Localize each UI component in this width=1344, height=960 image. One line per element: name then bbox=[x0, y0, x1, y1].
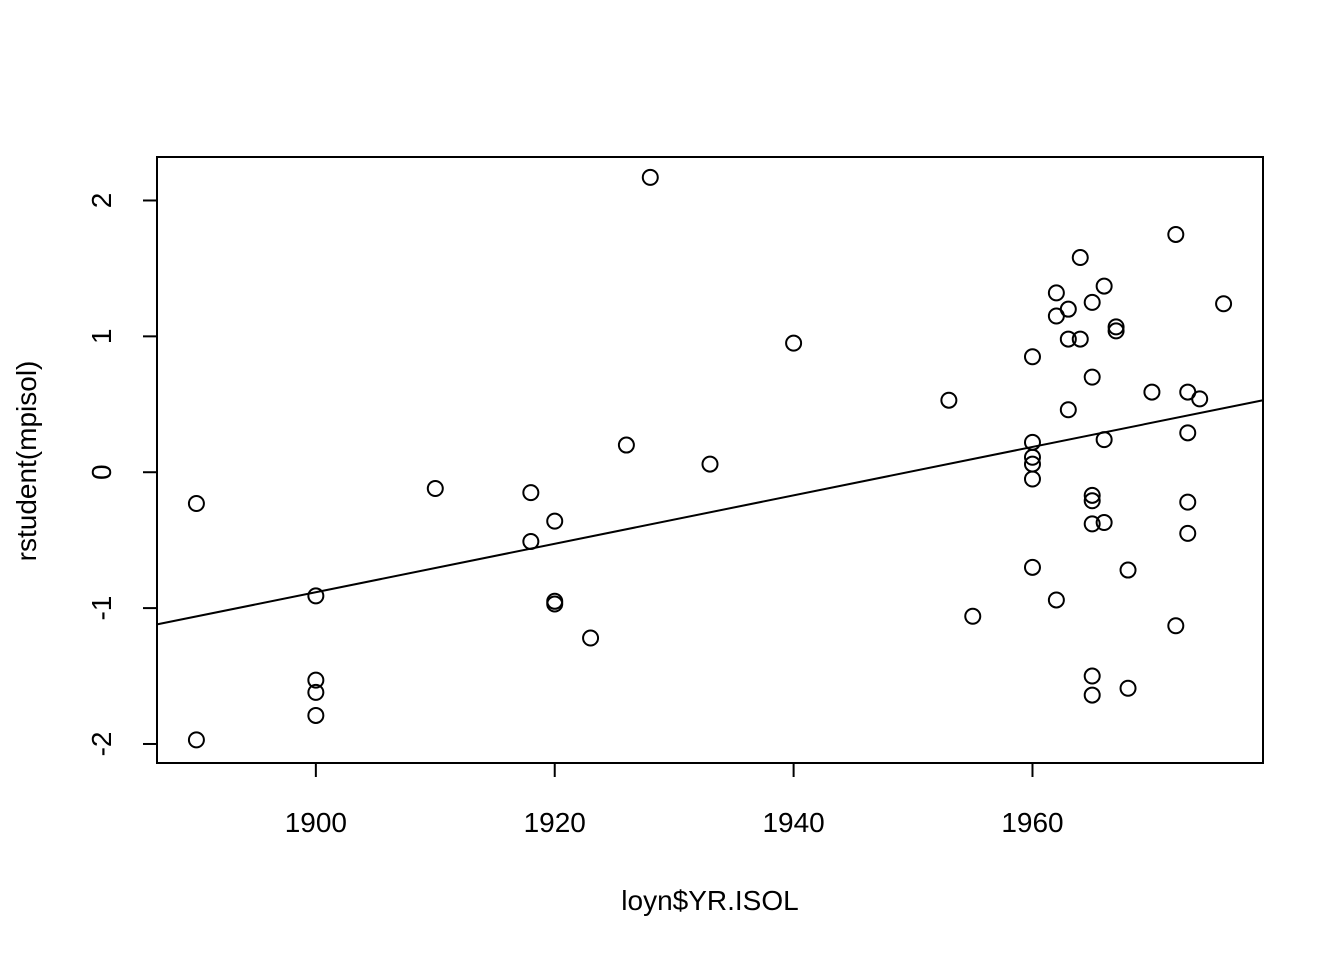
data-point bbox=[1095, 514, 1113, 532]
data-point bbox=[1095, 277, 1113, 295]
data-point bbox=[1179, 524, 1197, 542]
data-point bbox=[1191, 390, 1209, 408]
data-point bbox=[1059, 330, 1077, 348]
x-tick-label: 1940 bbox=[762, 807, 824, 838]
y-tick-label: 1 bbox=[86, 329, 117, 345]
points-layer bbox=[187, 168, 1233, 749]
data-point bbox=[187, 731, 205, 749]
y-tick-label: -1 bbox=[86, 596, 117, 621]
data-point bbox=[617, 436, 635, 454]
data-point bbox=[307, 683, 325, 701]
data-point bbox=[307, 706, 325, 724]
data-point bbox=[1215, 295, 1233, 313]
data-point bbox=[1083, 686, 1101, 704]
data-point bbox=[546, 595, 564, 613]
data-point bbox=[1023, 448, 1041, 466]
data-point bbox=[1047, 284, 1065, 302]
data-point bbox=[1083, 486, 1101, 504]
data-point bbox=[546, 512, 564, 530]
y-tick-label: 2 bbox=[86, 193, 117, 209]
data-point bbox=[1023, 348, 1041, 366]
y-axis-label: rstudent(mpisol) bbox=[11, 361, 42, 562]
x-tick-label: 1900 bbox=[285, 807, 347, 838]
data-point bbox=[1023, 558, 1041, 576]
data-point bbox=[1083, 492, 1101, 510]
data-point bbox=[964, 607, 982, 625]
y-tick-label: -2 bbox=[86, 732, 117, 757]
data-point bbox=[1083, 368, 1101, 386]
data-point bbox=[582, 629, 600, 647]
data-point bbox=[187, 494, 205, 512]
data-point bbox=[1083, 667, 1101, 685]
data-point bbox=[1119, 561, 1137, 579]
y-tick-label: 0 bbox=[86, 464, 117, 480]
data-point bbox=[1179, 424, 1197, 442]
data-point bbox=[1047, 591, 1065, 609]
data-point bbox=[641, 168, 659, 186]
data-point bbox=[1059, 401, 1077, 419]
data-point bbox=[701, 455, 719, 473]
data-point bbox=[1107, 318, 1125, 336]
data-point bbox=[307, 587, 325, 605]
data-point bbox=[1107, 322, 1125, 340]
data-point bbox=[1179, 493, 1197, 511]
data-point bbox=[522, 484, 540, 502]
data-point bbox=[785, 334, 803, 352]
data-point bbox=[1119, 679, 1137, 697]
data-point bbox=[426, 480, 444, 498]
data-point bbox=[1023, 470, 1041, 488]
data-point bbox=[1059, 300, 1077, 318]
data-point bbox=[1071, 249, 1089, 267]
data-point bbox=[1167, 225, 1185, 243]
y-axis: -2 -1 0 1 2 bbox=[86, 193, 158, 757]
x-tick-label: 1920 bbox=[524, 807, 586, 838]
data-point bbox=[1167, 617, 1185, 635]
x-axis-label: loyn$YR.ISOL bbox=[621, 885, 798, 916]
x-axis: 1900 1920 1940 1960 bbox=[285, 762, 1064, 838]
data-point bbox=[307, 671, 325, 689]
x-tick-label: 1960 bbox=[1001, 807, 1063, 838]
regression-line bbox=[156, 399, 1264, 626]
data-point bbox=[1143, 383, 1161, 401]
data-point bbox=[940, 391, 958, 409]
plot-frame bbox=[156, 156, 1264, 764]
data-point bbox=[1071, 330, 1089, 348]
data-point bbox=[1083, 293, 1101, 311]
data-point bbox=[1083, 515, 1101, 533]
